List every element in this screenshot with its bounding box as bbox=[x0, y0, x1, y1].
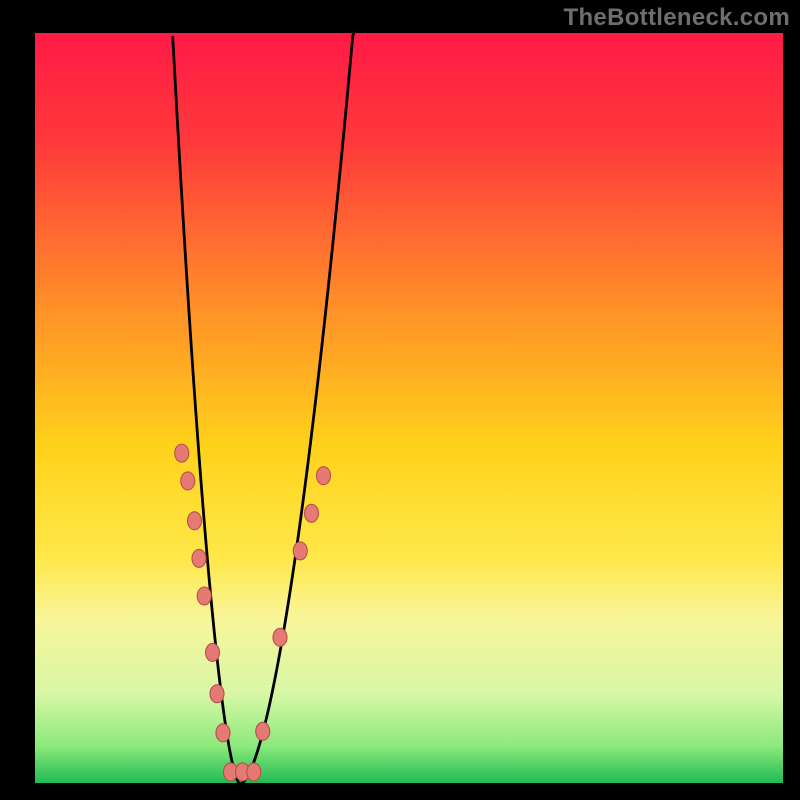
data-marker bbox=[273, 628, 287, 646]
data-marker bbox=[188, 512, 202, 530]
chart-background bbox=[34, 32, 784, 784]
data-marker bbox=[317, 467, 331, 485]
data-marker bbox=[175, 444, 189, 462]
chart-svg bbox=[0, 0, 800, 800]
data-marker bbox=[192, 549, 206, 567]
watermark-label: TheBottleneck.com bbox=[564, 4, 790, 32]
data-marker bbox=[216, 724, 230, 742]
data-marker bbox=[256, 722, 270, 740]
data-marker bbox=[305, 504, 319, 522]
data-marker bbox=[210, 685, 224, 703]
data-marker bbox=[206, 643, 220, 661]
data-marker bbox=[181, 472, 195, 490]
data-marker bbox=[197, 587, 211, 605]
data-marker bbox=[247, 763, 261, 781]
data-marker bbox=[293, 542, 307, 560]
figure-root: TheBottleneck.com bbox=[0, 0, 800, 800]
